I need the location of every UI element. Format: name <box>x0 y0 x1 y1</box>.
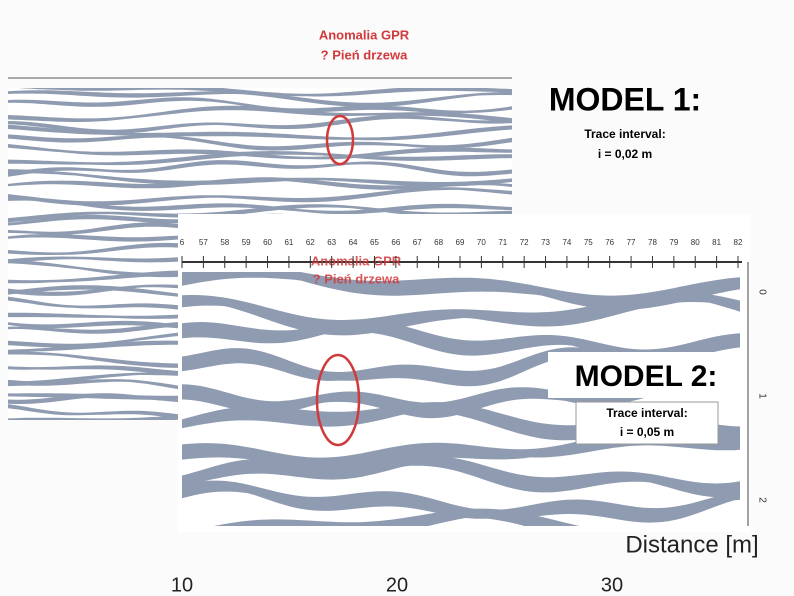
depth-tick-label: 2 <box>756 497 767 503</box>
ticks: 6 57 58 59 60 61 62 63 64 65 66 67 68 69 70 71 72 73 74 75 7… <box>171 238 767 596</box>
annotation: Anomalia GPR <box>311 253 402 268</box>
top-tick-label: 64 <box>349 238 358 247</box>
reflection <box>18 88 512 97</box>
top-tick-label: 76 <box>605 238 614 247</box>
model-note: Trace interval: <box>606 406 687 420</box>
model-note: Trace interval: <box>584 127 665 141</box>
reflection <box>8 144 512 160</box>
reflection <box>8 97 512 114</box>
bottom-tick-label: 30 <box>601 574 623 596</box>
reflection <box>8 124 512 141</box>
reflection <box>8 177 512 190</box>
reflection <box>8 160 512 177</box>
depth-tick-label: 0 <box>756 289 767 295</box>
model-box <box>548 352 744 398</box>
annotation: Anomalia GPR <box>319 27 410 42</box>
reflection <box>182 272 740 310</box>
reflection <box>8 105 512 123</box>
top-tick-label: 78 <box>648 238 657 247</box>
anomaly-ring-2 <box>315 353 361 447</box>
reflection <box>182 455 740 498</box>
top-tick-label: 71 <box>498 238 507 247</box>
reflection <box>8 285 512 303</box>
model-title: MODEL 2: <box>575 360 718 393</box>
model-interval: i = 0,02 m <box>598 147 652 161</box>
reflection <box>182 291 740 336</box>
annotation: ? Pień drzewa <box>321 47 408 62</box>
top-tick-label: 67 <box>413 238 422 247</box>
bottom-tick-label: 10 <box>171 574 193 596</box>
top-tick-label: 68 <box>434 238 443 247</box>
top-tick-label: 75 <box>584 238 593 247</box>
model-title: MODEL 1: <box>549 81 701 117</box>
top-tick-label: 63 <box>327 238 336 247</box>
top-tick-label: 6 <box>180 238 185 247</box>
reflection <box>8 115 512 135</box>
anomaly-ring-1 <box>325 114 355 166</box>
distance-label: Distance [m] <box>625 531 758 558</box>
reflection <box>8 169 512 187</box>
top-tick-label: 74 <box>562 238 571 247</box>
reflection <box>8 187 512 206</box>
depth-tick-label: 1 <box>756 393 767 399</box>
top-tick-label: 77 <box>627 238 636 247</box>
annotation: ? Pień drzewa <box>313 271 400 286</box>
top-tick-label: 80 <box>691 238 700 247</box>
reflection <box>8 134 512 151</box>
top-tick-label: 59 <box>242 238 251 247</box>
top-tick-label: 58 <box>220 238 229 247</box>
reflection <box>182 480 740 523</box>
reflection <box>8 375 512 395</box>
model-interval: i = 0,05 m <box>620 425 674 439</box>
reflection <box>8 204 512 223</box>
top-tick-label: 57 <box>199 238 208 247</box>
top-tick-label: 62 <box>306 238 315 247</box>
reflection <box>8 393 512 411</box>
top-tick-label: 79 <box>669 238 678 247</box>
top-tick-label: 69 <box>456 238 465 247</box>
top-tick-label: 72 <box>520 238 529 247</box>
model-note-box <box>575 401 719 445</box>
top-tick-label: 65 <box>370 238 379 247</box>
top-tick-label: 70 <box>477 238 486 247</box>
top-tick-label: 73 <box>541 238 550 247</box>
top-tick-label: 81 <box>712 238 721 247</box>
bottom-tick-label: 20 <box>386 574 408 596</box>
top-tick-label: 61 <box>284 238 293 247</box>
top-tick-label: 66 <box>391 238 400 247</box>
top-tick-label: 60 <box>263 238 272 247</box>
top-tick-label: 82 <box>734 238 743 247</box>
reflection <box>8 151 512 166</box>
reflection <box>8 90 512 108</box>
reflection <box>214 508 580 526</box>
